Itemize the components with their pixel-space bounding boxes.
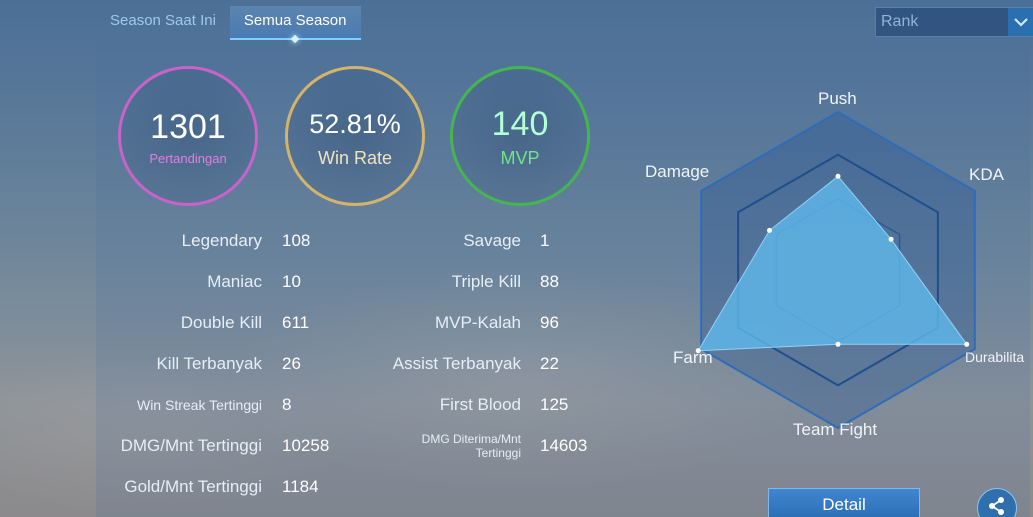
stat-label: DMG/Mnt Tertinggi	[120, 436, 262, 455]
stat-row: Double Kill 611	[96, 311, 309, 335]
matches-value: 1301	[150, 107, 226, 146]
chevron-down-icon	[1008, 8, 1033, 36]
win-rate-label: Win Rate	[317, 147, 393, 168]
stat-row: Legendary 108	[96, 229, 311, 253]
stat-label: Maniac	[207, 272, 262, 291]
stat-value: 10	[282, 272, 301, 291]
stat-row: Kill Terbanyak 26	[96, 352, 300, 376]
stat-label: DMG Diterima/Mnt Tertinggi	[421, 432, 521, 460]
radar-label-farm: Farm	[673, 348, 713, 367]
mvp-ring: 140 MVP	[450, 66, 590, 206]
season-tabs: Season Saat Ini Semua Season	[96, 6, 361, 40]
stat-row: Maniac 10	[96, 270, 301, 294]
share-icon	[987, 496, 1007, 517]
stat-label: Gold/Mnt Tertinggi	[124, 477, 262, 496]
radar-label-durability: Durabilita	[965, 349, 1025, 365]
stat-label: Win Streak Tertinggi	[136, 397, 262, 413]
mvp-label: MVP	[500, 147, 540, 168]
stat-value: 125	[540, 395, 569, 414]
tab-semua-season[interactable]: Semua Season	[229, 6, 361, 40]
stat-value: 1184	[282, 477, 319, 496]
matches-ring: 1301 Pertandingan	[118, 66, 258, 206]
stat-label: MVP-Kalah	[435, 313, 521, 332]
stat-row: Gold/Mnt Tertinggi 1184	[96, 475, 318, 499]
win-rate-ring: 52.81% Win Rate	[285, 66, 425, 206]
stat-label: First Blood	[439, 395, 521, 414]
mode-dropdown[interactable]: Rank	[875, 7, 1033, 37]
tab-season-saat-ini[interactable]: Season Saat Ini	[110, 12, 216, 29]
stat-label: Assist Terbanyak	[392, 354, 521, 373]
radar-label-damage: Damage	[645, 162, 710, 181]
mode-dropdown-value: Rank	[881, 13, 919, 30]
stat-value: 1	[540, 231, 550, 250]
matches-label: Pertandingan	[149, 150, 227, 166]
win-rate-value: 52.81%	[309, 108, 401, 139]
stat-label: Double Kill	[180, 313, 262, 332]
stat-row: Assist Terbanyak 22	[96, 352, 559, 376]
radar-label-kda: KDA	[969, 165, 1004, 184]
stat-label: Kill Terbanyak	[156, 354, 262, 373]
stat-row: Triple Kill 88	[96, 270, 559, 294]
stat-row: DMG Diterima/Mnt Tertinggi 14603	[96, 430, 588, 462]
stat-row: Savage 1	[96, 229, 549, 253]
radar-label-team-fight: Team Fight	[793, 420, 878, 439]
stat-value: 14603	[540, 436, 588, 455]
stat-row: Win Streak Tertinggi 8	[96, 393, 291, 417]
stat-value: 10258	[282, 436, 330, 455]
mvp-value: 140	[491, 104, 549, 143]
stat-row: MVP-Kalah 96	[96, 311, 559, 335]
stat-value: 96	[540, 313, 559, 332]
stat-label: Savage	[463, 231, 521, 250]
radar-label-push: Push	[818, 89, 857, 108]
stat-row: First Blood 125	[96, 393, 569, 417]
stat-value: 611	[282, 313, 310, 332]
stat-label: Legendary	[181, 231, 262, 250]
stat-row: DMG/Mnt Tertinggi 10258	[96, 434, 330, 458]
stat-value: 108	[282, 231, 311, 250]
detail-button[interactable]: Detail	[768, 488, 920, 517]
stat-label: Triple Kill	[451, 272, 521, 291]
stat-value: 22	[540, 354, 559, 373]
stat-value: 88	[540, 272, 559, 291]
stat-value: 8	[282, 395, 292, 414]
stat-value: 26	[282, 354, 301, 373]
